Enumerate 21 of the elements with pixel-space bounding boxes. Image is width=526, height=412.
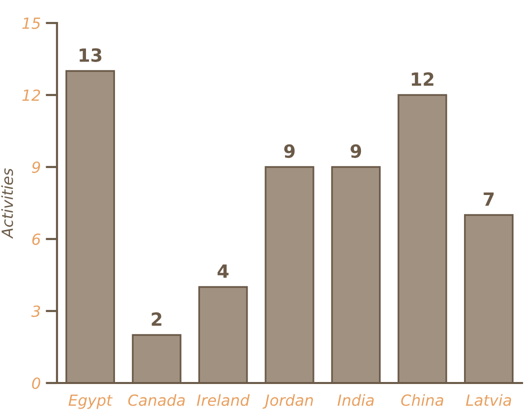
x-tick-label: Egypt — [68, 394, 113, 409]
data-label: 7 — [484, 192, 494, 206]
y-tick-label: 9 — [32, 161, 40, 174]
data-label: 9 — [350, 144, 362, 158]
x-tick-label: Ireland — [196, 394, 250, 406]
y-tick-label: 12 — [22, 89, 40, 101]
data-label: 13 — [80, 48, 102, 62]
y-tick-label: 3 — [31, 305, 40, 318]
x-tick-label: India — [338, 394, 374, 406]
x-tick-label: Latvia — [466, 394, 512, 406]
x-tick-label: Jordan — [262, 394, 313, 409]
data-label: 4 — [218, 264, 229, 278]
y-tick-label: 6 — [32, 233, 40, 246]
x-tick-label: Canada — [128, 394, 185, 406]
data-label: 9 — [284, 144, 295, 158]
y-axis-title: Activities — [1, 168, 14, 239]
data-label: 2 — [152, 312, 162, 326]
data-label: 12 — [412, 72, 434, 86]
x-tick-label: China — [401, 394, 444, 406]
y-tick-label: 15 — [22, 18, 40, 30]
y-tick-label: 0 — [32, 377, 40, 390]
